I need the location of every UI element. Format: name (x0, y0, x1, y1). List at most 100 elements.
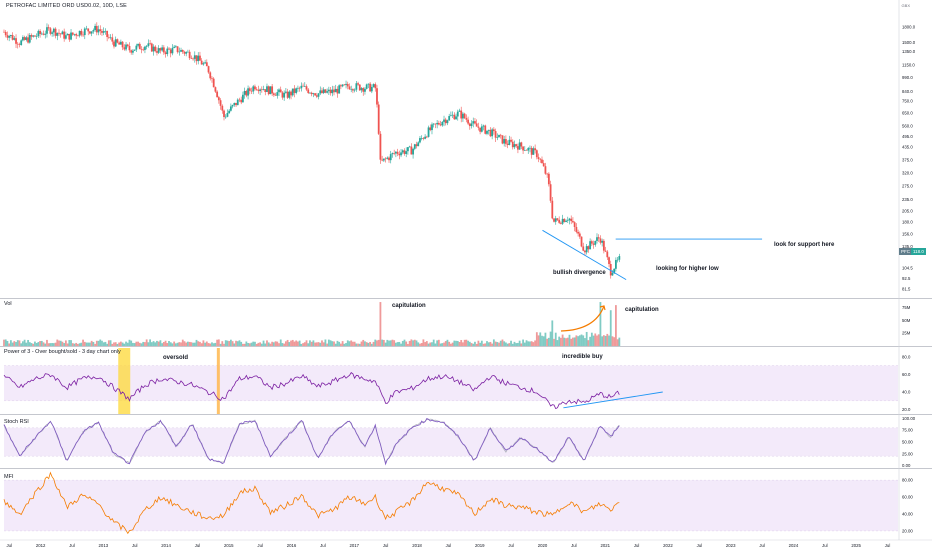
volume-bar (436, 340, 439, 346)
highlight-orange (216, 348, 220, 414)
candle-body (106, 30, 109, 37)
trendline-divergence[interactable] (563, 391, 663, 409)
volume-bar (513, 341, 516, 346)
volume-bar (303, 342, 306, 346)
time-tick-label: Jul (634, 543, 640, 548)
candle-body (382, 158, 385, 161)
candle-body (561, 218, 564, 224)
volume-bar (259, 342, 262, 346)
candle-body (135, 45, 138, 50)
volume-bar (284, 341, 287, 346)
volume-bar (420, 343, 423, 346)
volume-bar (32, 343, 35, 346)
volume-bar (51, 343, 54, 346)
volume-bar (228, 341, 231, 346)
candle-body (173, 46, 176, 48)
volume-bar (300, 343, 303, 346)
mfi-line (3, 471, 620, 535)
time-tick-label: 2018 (412, 543, 422, 548)
volume-bar (539, 332, 542, 346)
candle-body (104, 30, 107, 32)
time-tick-label: 2021 (600, 543, 610, 548)
volume-bar (584, 338, 586, 346)
volume-bar (64, 340, 67, 346)
trendline-support-wedge[interactable] (542, 229, 627, 281)
volume-bar (9, 340, 12, 346)
candle-body (458, 110, 461, 112)
volume-bar (429, 342, 432, 346)
price-tick-label: 1500.0 (902, 40, 916, 45)
candle-body (559, 222, 562, 224)
price-tick-label: 104.5 (902, 265, 913, 270)
volume-bar (92, 341, 95, 346)
volume-bar (22, 341, 24, 346)
volume-bar (209, 343, 212, 346)
volume-bar (415, 340, 418, 346)
volume-bar (199, 341, 201, 346)
volume-bar (465, 339, 468, 346)
candle-body (444, 119, 447, 124)
volume-bar (75, 342, 78, 346)
candle-body (597, 237, 600, 239)
candle-body (49, 28, 52, 34)
candle-body (281, 92, 284, 98)
candle-body (176, 46, 179, 53)
candle-body (506, 143, 509, 145)
volume-bar (56, 339, 59, 346)
volume-bar (99, 339, 102, 346)
candle-body (606, 251, 609, 258)
candle-body (322, 89, 325, 94)
candle-body (180, 49, 182, 52)
annotation-capitulation-2021: capitulation (625, 307, 659, 313)
volume-bar (157, 341, 160, 346)
volume-bar (107, 340, 110, 346)
candle-body (150, 43, 153, 52)
candle-body (61, 31, 64, 35)
volume-bar (11, 342, 14, 346)
time-tick-label: 2012 (36, 543, 46, 548)
candle-body (537, 157, 540, 160)
candle-body (223, 110, 225, 118)
volume-bar (161, 343, 164, 346)
volume-bar (85, 342, 88, 346)
candle-body (224, 116, 227, 118)
candle-body (8, 35, 11, 38)
volume-bar (255, 343, 258, 346)
candle-body (475, 123, 478, 127)
candle-body (572, 221, 574, 223)
volume-bar (393, 340, 396, 346)
volume-bar (159, 340, 162, 346)
volume-bar (499, 340, 502, 346)
volume-bar (61, 341, 64, 346)
volume-bar (54, 342, 57, 346)
volume-bar (460, 339, 463, 346)
candle-body (570, 218, 573, 222)
volume-bar (290, 340, 292, 346)
candle-body (269, 86, 272, 95)
candle-body (376, 88, 378, 105)
candle-body (437, 122, 440, 125)
volume-bar (422, 339, 425, 346)
volume-bar (28, 342, 31, 346)
volume-bar (437, 339, 440, 346)
volume-bar (577, 336, 579, 346)
candle-body (374, 84, 377, 89)
volume-bar (487, 342, 490, 346)
candle-body (370, 86, 373, 92)
candle-body (504, 139, 507, 144)
volume-bar (532, 342, 535, 346)
candle-body (327, 89, 330, 92)
candle-body (468, 123, 471, 127)
candle-body (517, 146, 519, 150)
candle-body (243, 90, 246, 95)
candle-body (178, 51, 181, 53)
volume-bar (554, 332, 557, 346)
candle-body (149, 43, 151, 44)
candle-body (546, 173, 549, 175)
candle-body (329, 89, 332, 94)
candle-body (52, 28, 55, 33)
volume-bar (82, 339, 84, 346)
candle-body (195, 55, 198, 62)
